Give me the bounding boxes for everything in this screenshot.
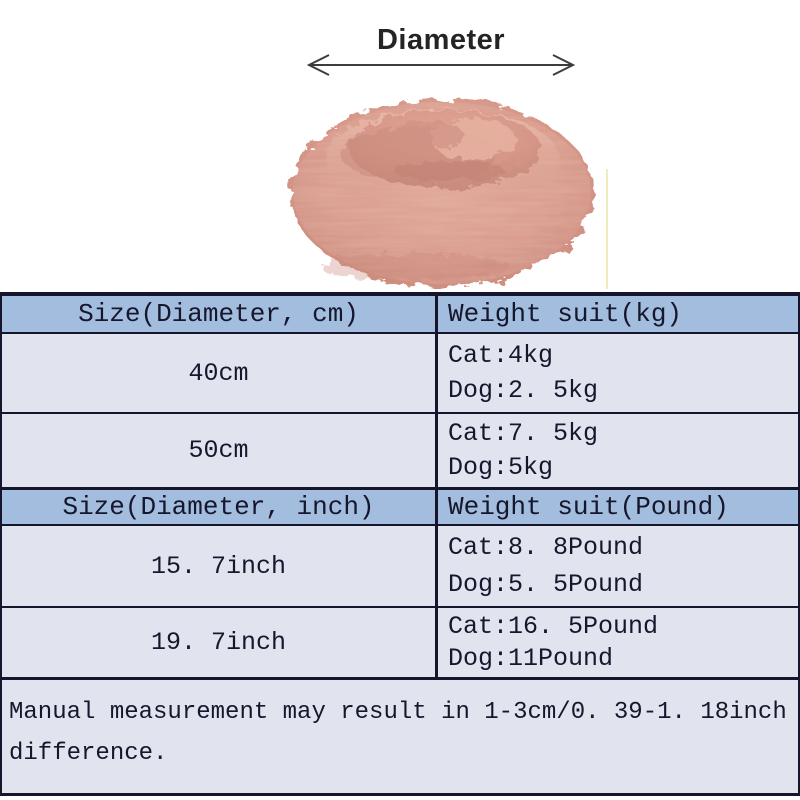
- dog-weight: Dog:11Pound: [448, 644, 614, 674]
- measurement-note-line1: Manual measurement may result in 1-3cm/0…: [9, 699, 787, 726]
- measurement-note: Manual measurement may result in 1-3cm/0…: [2, 680, 798, 793]
- scan-artifact-line: [606, 169, 608, 289]
- cat-weight: Cat:7. 5kg: [448, 419, 599, 448]
- header-weight-kg: Weight suit(kg): [438, 296, 798, 332]
- pet-bed-image: [290, 99, 594, 287]
- size-cell: 40cm: [2, 334, 438, 412]
- table-row-15inch: 15. 7inch Cat:8. 8Pound Dog:5. 5Pound: [2, 526, 798, 608]
- weight-cell: Cat:8. 8Pound Dog:5. 5Pound: [438, 526, 798, 606]
- diameter-label: Diameter: [376, 24, 506, 56]
- dog-weight: Dog:5kg: [448, 453, 554, 482]
- dog-weight: Dog:2. 5kg: [448, 376, 599, 406]
- table-row-19inch: 19. 7inch Cat:16. 5Pound Dog:11Pound: [2, 608, 798, 680]
- double-arrow-icon: [306, 54, 576, 76]
- table-row-50cm: 50cm Cat:7. 5kg Dog:5kg: [2, 414, 798, 490]
- size-cell: 19. 7inch: [2, 608, 438, 677]
- measurement-note-line2: difference.: [9, 740, 168, 767]
- cat-weight: Cat:4kg: [448, 340, 554, 370]
- weight-cell: Cat:4kg Dog:2. 5kg: [438, 334, 798, 412]
- size-cell: 15. 7inch: [2, 526, 438, 606]
- header-size-cm: Size(Diameter, cm): [2, 296, 438, 332]
- cat-weight: Cat:16. 5Pound: [448, 611, 659, 641]
- table-header-inch: Size(Diameter, inch) Weight suit(Pound): [2, 490, 798, 526]
- dog-weight: Dog:5. 5Pound: [448, 569, 644, 599]
- size-weight-table: Size(Diameter, cm) Weight suit(kg) 40cm …: [0, 292, 800, 796]
- header-size-inch: Size(Diameter, inch): [2, 490, 438, 524]
- cat-weight: Cat:8. 8Pound: [448, 533, 644, 563]
- table-header-cm: Size(Diameter, cm) Weight suit(kg): [2, 296, 798, 334]
- header-weight-kg-text: Weight suit(kg): [448, 299, 683, 329]
- header-weight-pound: Weight suit(Pound): [438, 490, 798, 524]
- weight-cell: Cat:16. 5Pound Dog:11Pound: [438, 608, 798, 677]
- header-weight-pound-text: Weight suit(Pound): [448, 492, 729, 522]
- weight-cell: Cat:7. 5kg Dog:5kg: [438, 414, 798, 487]
- table-row-40cm: 40cm Cat:4kg Dog:2. 5kg: [2, 334, 798, 414]
- size-cell: 50cm: [2, 414, 438, 487]
